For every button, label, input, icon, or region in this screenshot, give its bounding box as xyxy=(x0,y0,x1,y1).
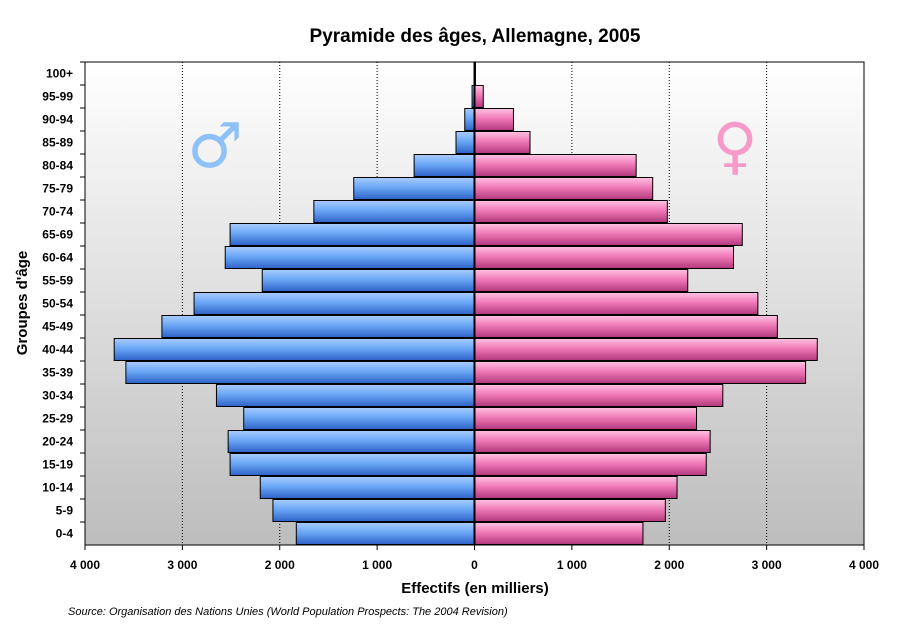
bar-male-35-39 xyxy=(125,361,476,384)
female-bars xyxy=(474,62,818,545)
bar-male-80-84 xyxy=(413,154,476,177)
bar-male-30-34 xyxy=(215,384,476,407)
y-tick-label: 85-89 xyxy=(42,136,73,150)
bar-female-80-84 xyxy=(474,154,637,177)
y-tick-label: 10-14 xyxy=(42,481,73,495)
bar-female-90-94 xyxy=(474,108,514,131)
bar-female-55-59 xyxy=(474,269,689,292)
y-axis-title: Groupes d'âge xyxy=(14,251,31,355)
x-tick-label: 2 000 xyxy=(265,558,295,572)
bar-female-75-79 xyxy=(474,177,654,200)
x-tick-label: 3 000 xyxy=(752,558,782,572)
bar-female-95-99 xyxy=(474,85,484,108)
y-tick-label: 30-34 xyxy=(42,389,73,403)
bar-female-10-14 xyxy=(474,476,678,499)
bar-female-65-69 xyxy=(474,223,743,246)
bar-male-65-69 xyxy=(229,223,475,246)
y-tick-label: 5-9 xyxy=(56,504,74,518)
y-tick-label: 15-19 xyxy=(42,458,73,472)
bar-male-75-79 xyxy=(353,177,476,200)
x-tick-label: 3 000 xyxy=(167,558,197,572)
bar-female-15-19 xyxy=(474,453,707,476)
y-tick-label: 35-39 xyxy=(42,366,73,380)
x-tick-label: 1 000 xyxy=(557,558,587,572)
x-tick-label: 1 000 xyxy=(362,558,392,572)
y-tick-label: 95-99 xyxy=(42,90,73,104)
bar-female-25-29 xyxy=(474,407,698,430)
y-axis-tick-labels: 0-4 5-9 10-14 15-19 20-24 25-29 30-34 35-39 40-4… xyxy=(42,61,85,541)
bar-male-40-44 xyxy=(113,338,476,361)
bar-female-5-9 xyxy=(474,499,666,522)
bar-female-35-39 xyxy=(474,361,807,384)
y-tick-label: 55-59 xyxy=(42,274,73,288)
y-tick-label: 50-54 xyxy=(42,297,73,311)
y-tick-label: 20-24 xyxy=(42,435,73,449)
y-tick-label: 75-79 xyxy=(42,182,73,196)
bar-male-20-24 xyxy=(227,430,475,453)
bar-male-90-94 xyxy=(464,108,476,131)
x-tick-label: 2 000 xyxy=(654,558,684,572)
y-tick-label: 40-44 xyxy=(42,343,73,357)
female-symbol-icon: ♀ xyxy=(712,109,757,182)
bar-male-0-4 xyxy=(295,522,475,545)
x-tick-label: 4 000 xyxy=(70,558,100,572)
bar-male-70-74 xyxy=(313,200,475,223)
bar-female-85-89 xyxy=(474,131,531,154)
bar-male-10-14 xyxy=(259,476,475,499)
bar-male-50-54 xyxy=(193,292,475,315)
x-tick-label: 4 000 xyxy=(849,558,879,572)
bar-female-20-24 xyxy=(474,430,711,453)
bar-male-15-19 xyxy=(229,453,475,476)
bar-male-85-89 xyxy=(455,131,475,154)
y-tick-label: 45-49 xyxy=(42,320,73,334)
bar-female-70-74 xyxy=(474,200,668,223)
bar-female-0-4 xyxy=(474,522,644,545)
bar-female-60-64 xyxy=(474,246,735,269)
y-tick-label: 25-29 xyxy=(42,412,73,426)
x-axis-tick-labels: 4 000 3 000 2 000 1 000 0 1 000 2 000 3 000 4 00… xyxy=(70,545,879,572)
bar-female-40-44 xyxy=(474,338,818,361)
bar-male-25-29 xyxy=(243,407,475,430)
bar-female-50-54 xyxy=(474,292,759,315)
bar-male-5-9 xyxy=(272,499,475,522)
source-note: Source: Organisation des Nations Unies (… xyxy=(68,606,508,618)
y-tick-label: 90-94 xyxy=(42,113,73,127)
bar-female-45-49 xyxy=(474,315,778,338)
y-tick-label: 0-4 xyxy=(56,527,74,541)
bar-male-45-49 xyxy=(161,315,476,338)
y-tick-label: 70-74 xyxy=(42,205,73,219)
bar-female-30-34 xyxy=(474,384,724,407)
chart-title: Pyramide des âges, Allemagne, 2005 xyxy=(310,26,641,47)
male-bars xyxy=(113,62,476,545)
x-axis-title: Effectifs (en milliers) xyxy=(401,580,549,597)
x-tick-label: 0 xyxy=(471,558,478,572)
male-symbol-icon: ♂ xyxy=(187,109,243,182)
y-tick-label: 60-64 xyxy=(42,251,73,265)
y-tick-label: 80-84 xyxy=(42,159,73,173)
y-tick-label: 100+ xyxy=(46,67,73,81)
bar-male-60-64 xyxy=(224,246,475,269)
y-tick-label: 65-69 xyxy=(42,228,73,242)
bar-male-55-59 xyxy=(261,269,475,292)
